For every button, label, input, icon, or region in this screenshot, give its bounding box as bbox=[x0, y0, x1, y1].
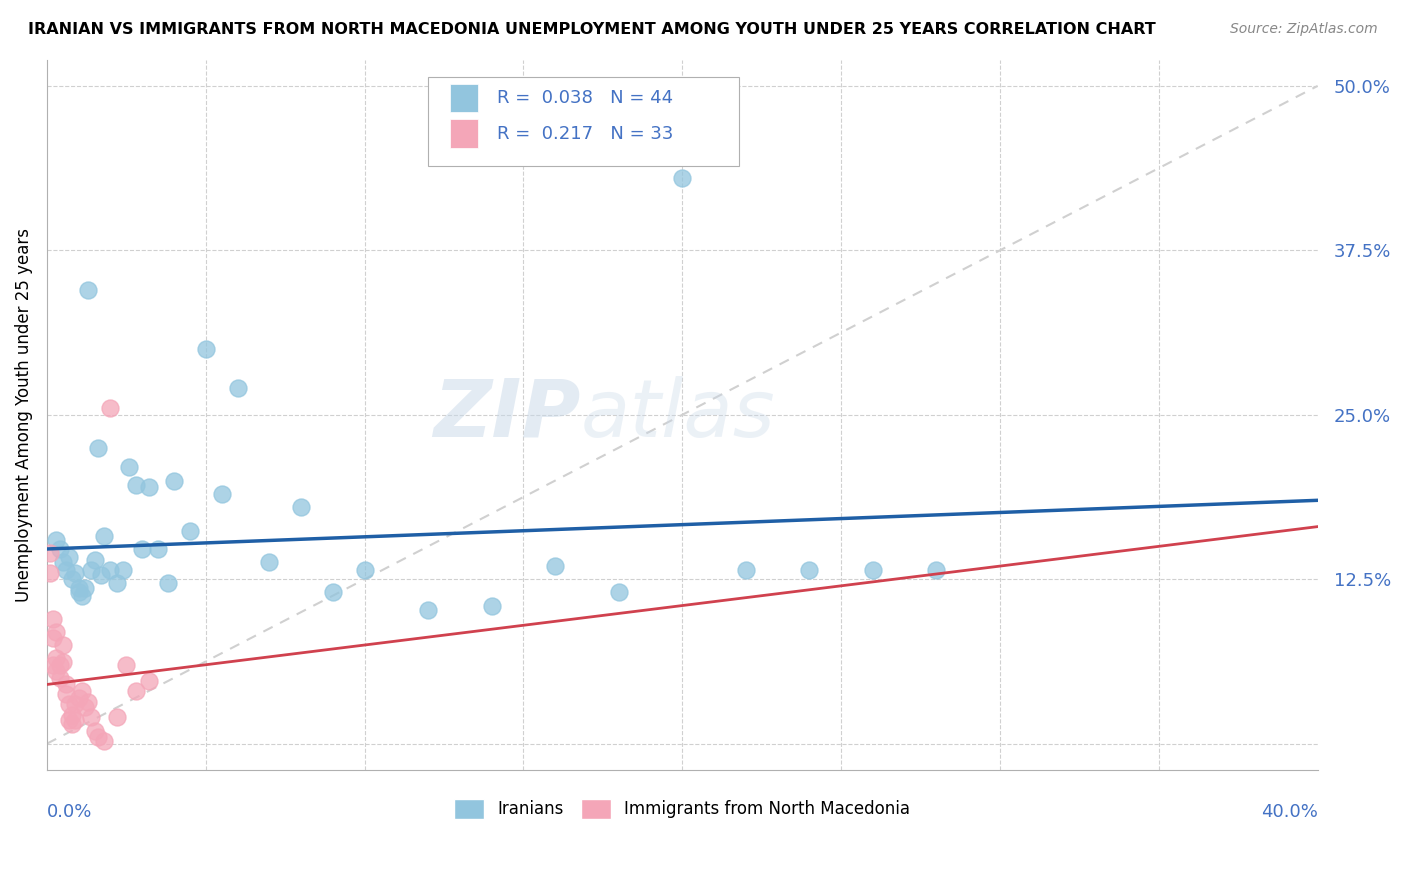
Point bbox=[48, 671, 70, 685]
Point bbox=[65, 566, 87, 580]
Point bbox=[60, 717, 83, 731]
Point bbox=[55, 677, 77, 691]
Text: 0.0%: 0.0% bbox=[46, 803, 93, 821]
Point bbox=[290, 500, 312, 514]
Text: ZIP: ZIP bbox=[433, 376, 581, 454]
Text: 40.0%: 40.0% bbox=[1261, 803, 1317, 821]
Point bbox=[83, 723, 105, 738]
Point bbox=[39, 566, 62, 580]
Legend: Iranians, Immigrants from North Macedonia: Iranians, Immigrants from North Macedoni… bbox=[447, 792, 917, 826]
Point bbox=[93, 529, 115, 543]
Point bbox=[55, 563, 77, 577]
Point bbox=[671, 171, 693, 186]
Text: atlas: atlas bbox=[581, 376, 775, 454]
Point bbox=[87, 730, 110, 744]
Point bbox=[52, 655, 75, 669]
Text: Source: ZipAtlas.com: Source: ZipAtlas.com bbox=[1230, 22, 1378, 37]
Point bbox=[163, 474, 186, 488]
Point bbox=[70, 684, 93, 698]
Point bbox=[112, 563, 135, 577]
Point bbox=[156, 576, 179, 591]
Point bbox=[925, 563, 948, 577]
Point bbox=[322, 585, 344, 599]
Point bbox=[77, 695, 100, 709]
Point bbox=[65, 697, 87, 711]
Point bbox=[90, 568, 112, 582]
Point bbox=[100, 401, 122, 416]
Point bbox=[45, 651, 67, 665]
Point bbox=[45, 624, 67, 639]
Point bbox=[80, 563, 103, 577]
Point bbox=[734, 563, 756, 577]
Point bbox=[60, 572, 83, 586]
Point bbox=[211, 487, 233, 501]
Point bbox=[125, 477, 148, 491]
Point bbox=[52, 638, 75, 652]
Point bbox=[125, 684, 148, 698]
Point bbox=[42, 612, 65, 626]
Point bbox=[799, 563, 821, 577]
Point bbox=[118, 460, 141, 475]
Text: R =  0.038   N = 44: R = 0.038 N = 44 bbox=[496, 88, 673, 107]
Point bbox=[58, 549, 80, 564]
Point bbox=[48, 657, 70, 672]
Point bbox=[115, 657, 138, 672]
Point bbox=[80, 710, 103, 724]
Point bbox=[39, 546, 62, 560]
Point bbox=[105, 576, 128, 591]
Text: IRANIAN VS IMMIGRANTS FROM NORTH MACEDONIA UNEMPLOYMENT AMONG YOUTH UNDER 25 YEA: IRANIAN VS IMMIGRANTS FROM NORTH MACEDON… bbox=[28, 22, 1156, 37]
Point bbox=[58, 713, 80, 727]
FancyBboxPatch shape bbox=[450, 84, 478, 112]
Point bbox=[70, 590, 93, 604]
Point bbox=[100, 563, 122, 577]
Point bbox=[87, 441, 110, 455]
Point bbox=[138, 480, 160, 494]
Point bbox=[42, 632, 65, 646]
Point bbox=[862, 563, 884, 577]
Point bbox=[67, 585, 90, 599]
FancyBboxPatch shape bbox=[427, 78, 740, 166]
Point bbox=[416, 602, 439, 616]
Point bbox=[67, 690, 90, 705]
Point bbox=[45, 665, 67, 679]
Point bbox=[194, 342, 217, 356]
Point bbox=[77, 283, 100, 297]
Point bbox=[138, 673, 160, 688]
Point bbox=[67, 582, 90, 596]
Point bbox=[65, 713, 87, 727]
Point bbox=[544, 559, 567, 574]
Point bbox=[259, 555, 281, 569]
Point bbox=[60, 707, 83, 722]
Point bbox=[73, 582, 96, 596]
Point bbox=[52, 555, 75, 569]
Point bbox=[58, 697, 80, 711]
Point bbox=[48, 541, 70, 556]
Point bbox=[55, 687, 77, 701]
Point bbox=[45, 533, 67, 547]
Point bbox=[481, 599, 503, 613]
Point bbox=[83, 552, 105, 566]
Point bbox=[93, 734, 115, 748]
FancyBboxPatch shape bbox=[450, 120, 478, 148]
Text: R =  0.217   N = 33: R = 0.217 N = 33 bbox=[496, 125, 673, 143]
Point bbox=[226, 382, 249, 396]
Point bbox=[179, 524, 201, 538]
Y-axis label: Unemployment Among Youth under 25 years: Unemployment Among Youth under 25 years bbox=[15, 227, 32, 602]
Point bbox=[131, 541, 153, 556]
Point bbox=[353, 563, 375, 577]
Point bbox=[146, 541, 169, 556]
Point bbox=[42, 657, 65, 672]
Point bbox=[105, 710, 128, 724]
Point bbox=[607, 585, 630, 599]
Point bbox=[73, 699, 96, 714]
